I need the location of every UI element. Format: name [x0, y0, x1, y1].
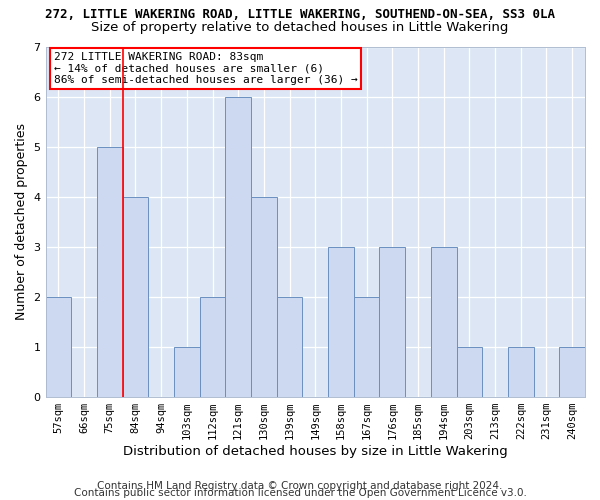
Bar	[251, 196, 277, 396]
Bar	[354, 296, 379, 396]
Bar	[97, 146, 122, 396]
Bar	[174, 346, 200, 397]
Bar	[508, 346, 533, 397]
Text: 272 LITTLE WAKERING ROAD: 83sqm
← 14% of detached houses are smaller (6)
86% of : 272 LITTLE WAKERING ROAD: 83sqm ← 14% of…	[53, 52, 358, 85]
Bar	[431, 246, 457, 396]
Bar	[559, 346, 585, 397]
Bar	[457, 346, 482, 397]
Bar	[122, 196, 148, 396]
Bar	[226, 96, 251, 397]
Bar	[379, 246, 405, 396]
Bar	[328, 246, 354, 396]
Text: 272, LITTLE WAKERING ROAD, LITTLE WAKERING, SOUTHEND-ON-SEA, SS3 0LA: 272, LITTLE WAKERING ROAD, LITTLE WAKERI…	[45, 8, 555, 20]
X-axis label: Distribution of detached houses by size in Little Wakering: Distribution of detached houses by size …	[123, 444, 508, 458]
Bar	[277, 296, 302, 396]
Y-axis label: Number of detached properties: Number of detached properties	[15, 123, 28, 320]
Bar	[200, 296, 226, 396]
Bar	[46, 296, 71, 396]
Text: Contains HM Land Registry data © Crown copyright and database right 2024.: Contains HM Land Registry data © Crown c…	[97, 481, 503, 491]
Text: Size of property relative to detached houses in Little Wakering: Size of property relative to detached ho…	[91, 21, 509, 34]
Text: Contains public sector information licensed under the Open Government Licence v3: Contains public sector information licen…	[74, 488, 526, 498]
